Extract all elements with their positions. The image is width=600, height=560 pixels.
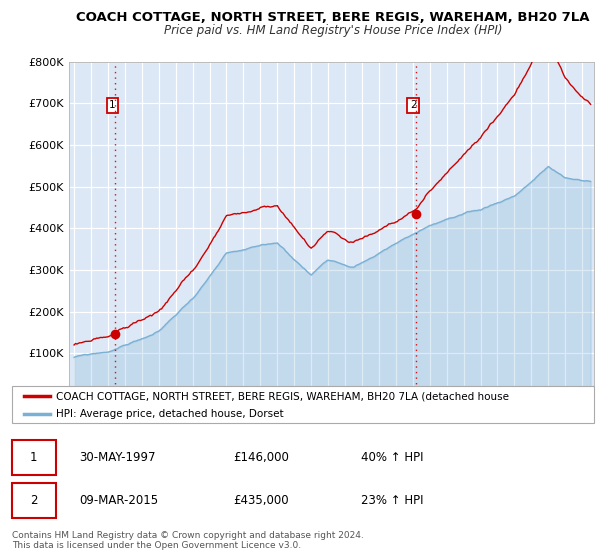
Text: 40% ↑ HPI: 40% ↑ HPI <box>361 451 424 464</box>
Text: 2: 2 <box>410 100 416 110</box>
Text: Contains HM Land Registry data © Crown copyright and database right 2024.: Contains HM Land Registry data © Crown c… <box>12 531 364 540</box>
Text: 1: 1 <box>109 100 116 110</box>
Text: 1: 1 <box>30 451 38 464</box>
Text: 30-MAY-1997: 30-MAY-1997 <box>79 451 155 464</box>
Text: 09-MAR-2015: 09-MAR-2015 <box>79 494 158 507</box>
Text: This data is licensed under the Open Government Licence v3.0.: This data is licensed under the Open Gov… <box>12 541 301 550</box>
Text: 2: 2 <box>30 494 38 507</box>
Text: £146,000: £146,000 <box>233 451 289 464</box>
FancyBboxPatch shape <box>12 386 594 423</box>
Text: COACH COTTAGE, NORTH STREET, BERE REGIS, WAREHAM, BH20 7LA (detached house: COACH COTTAGE, NORTH STREET, BERE REGIS,… <box>56 391 509 401</box>
Text: COACH COTTAGE, NORTH STREET, BERE REGIS, WAREHAM, BH20 7LA: COACH COTTAGE, NORTH STREET, BERE REGIS,… <box>76 11 590 24</box>
FancyBboxPatch shape <box>12 483 56 518</box>
Text: Price paid vs. HM Land Registry's House Price Index (HPI): Price paid vs. HM Land Registry's House … <box>164 24 502 36</box>
Text: 23% ↑ HPI: 23% ↑ HPI <box>361 494 424 507</box>
Text: £435,000: £435,000 <box>233 494 289 507</box>
FancyBboxPatch shape <box>12 440 56 475</box>
Text: HPI: Average price, detached house, Dorset: HPI: Average price, detached house, Dors… <box>56 409 283 419</box>
